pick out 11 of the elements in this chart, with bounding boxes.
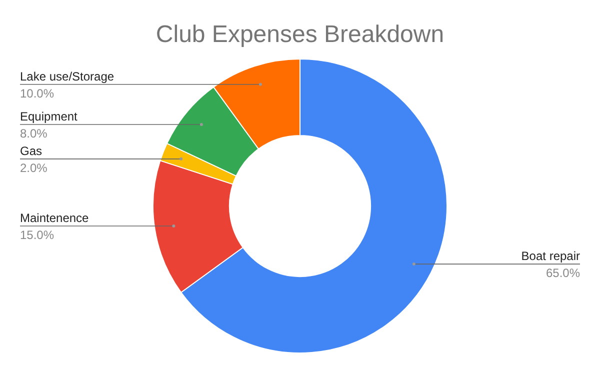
data-label: 15.0% bbox=[20, 228, 54, 242]
data-label: 2.0% bbox=[20, 160, 48, 175]
data-label: 10.0% bbox=[20, 86, 54, 100]
slice-label: Lake use/Storage bbox=[20, 69, 114, 84]
data-label: 8.0% bbox=[20, 126, 48, 140]
data-label: 65.0% bbox=[546, 266, 580, 280]
slice-label: Equipment bbox=[20, 109, 78, 124]
slice-label: Boat repair bbox=[521, 249, 580, 264]
slice-label: Gas bbox=[20, 144, 42, 158]
chart-title: Club Expenses Breakdown bbox=[156, 21, 444, 48]
slice-label: Maintenence bbox=[20, 211, 90, 226]
